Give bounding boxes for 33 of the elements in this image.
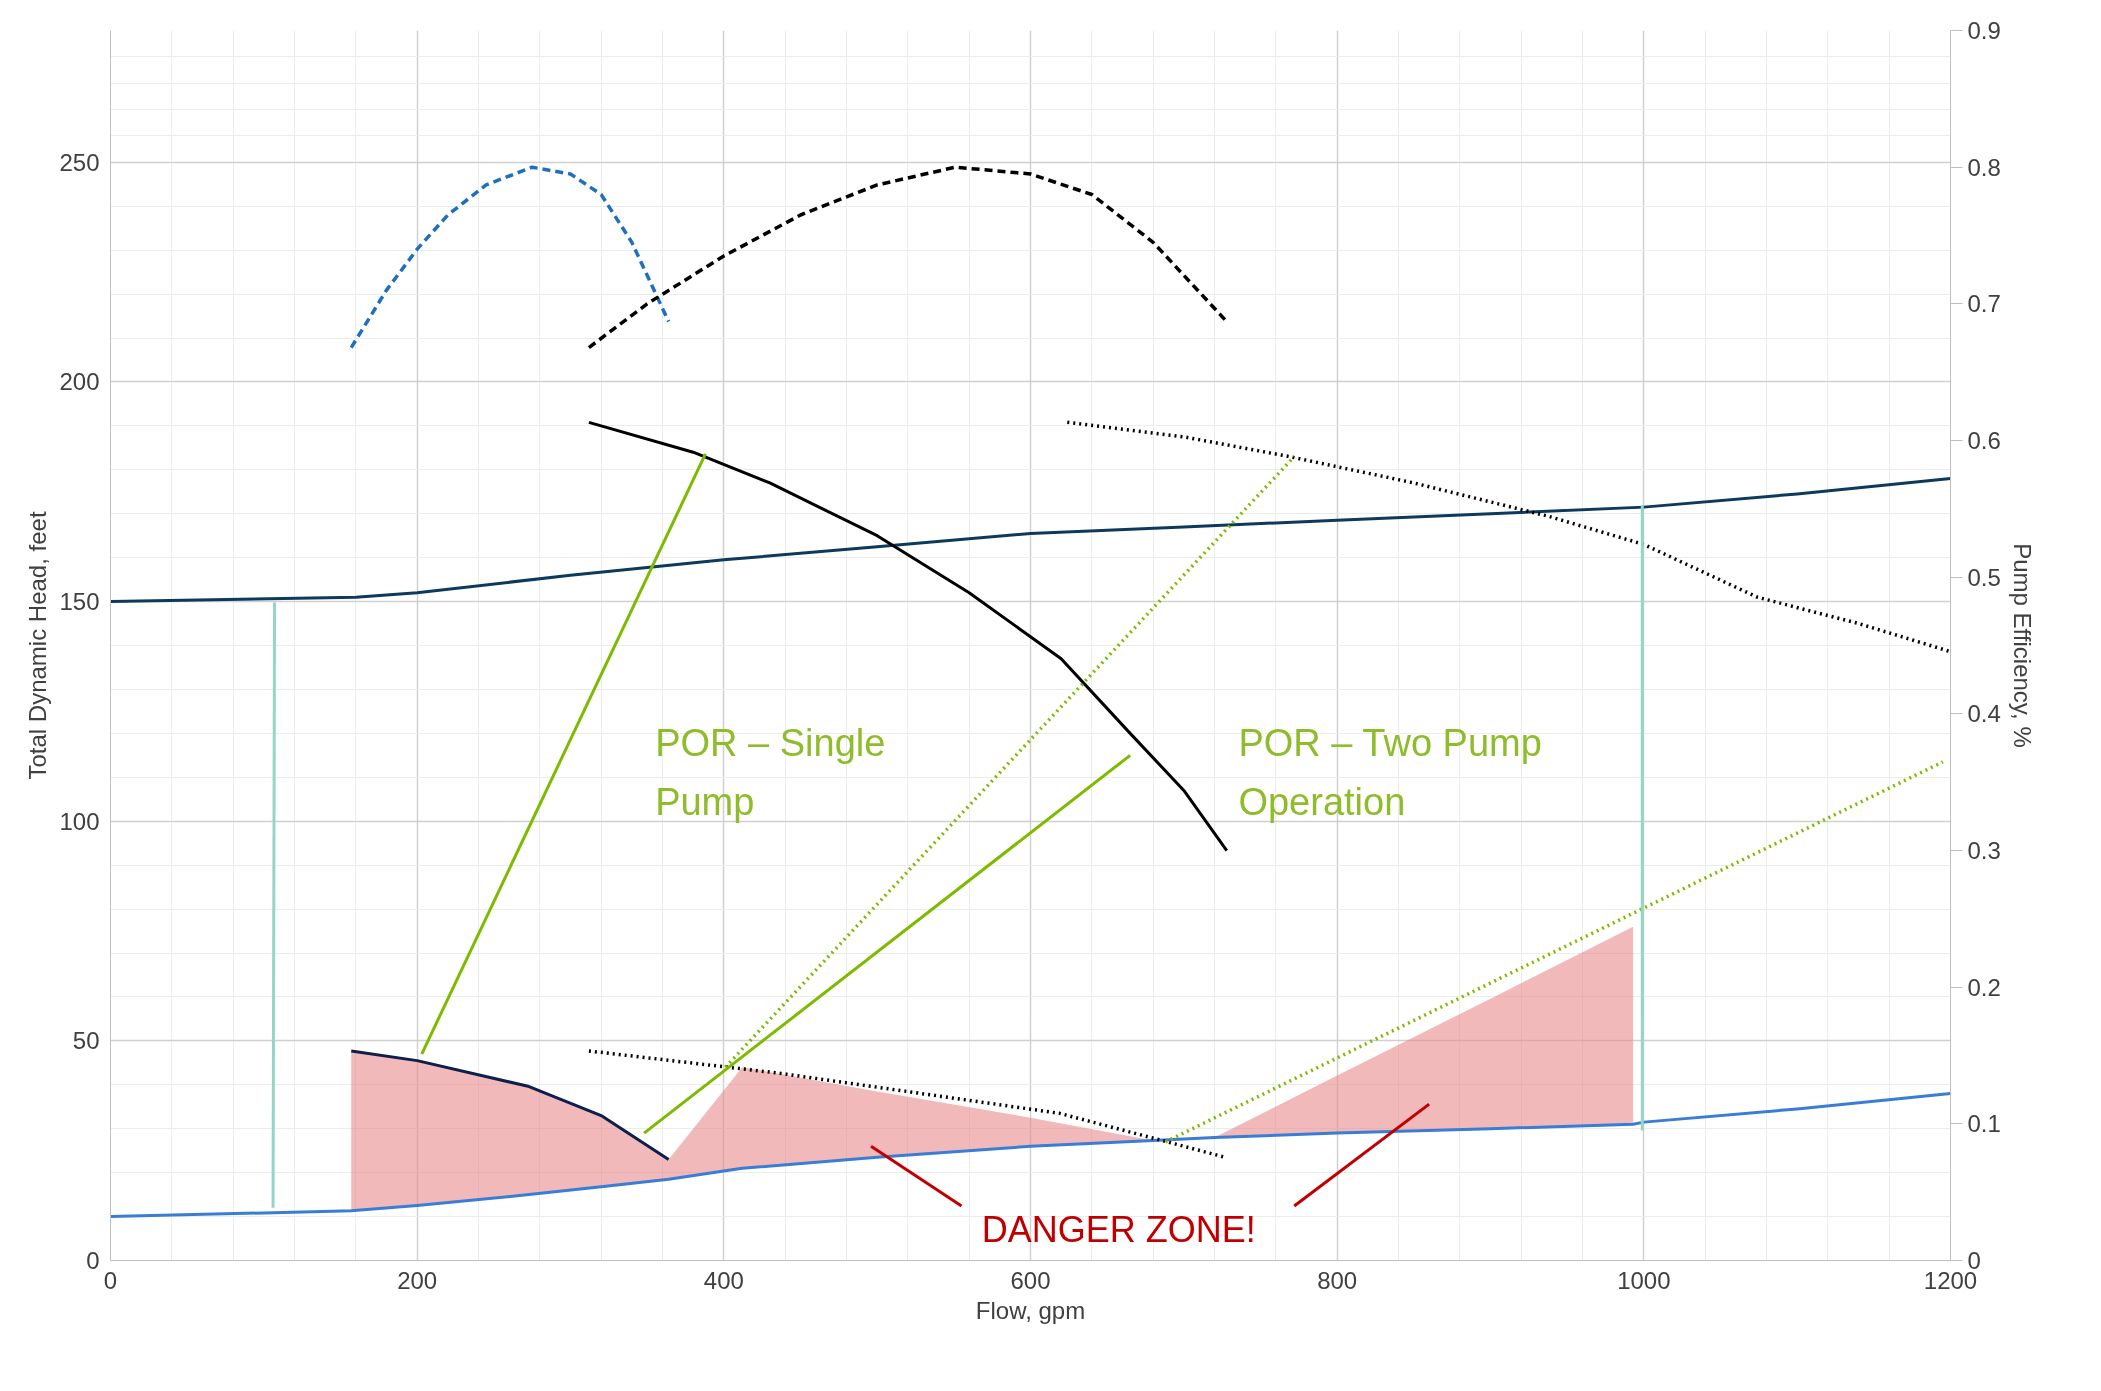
y2-tick-label: 0.8 [1967,153,2001,181]
line-series [587,165,1229,350]
y2-axis-title: Pump Efficiency, % [2008,543,2036,748]
y-tick-label: 100 [59,807,100,835]
y2-tick-label: 0.7 [1967,290,2001,318]
x-tick-label: 0 [103,1266,118,1294]
x-tick-label: 200 [397,1266,438,1294]
line-series [1065,420,1951,654]
annotation: DANGER ZONE! [981,1209,1256,1251]
y2-tick-label: 0.1 [1967,1110,2001,1138]
x-tick-label: 800 [1317,1266,1358,1294]
y-tick-label: 200 [59,368,100,396]
y2-tick-label: 0.5 [1967,563,2001,591]
annotation: POR – Two Pump Operation [1238,721,1542,823]
y-tick-label: 50 [72,1027,100,1055]
x-tick-label: 1000 [1617,1266,1671,1294]
y2-tick-label: 0.2 [1967,973,2001,1001]
line-series [349,165,671,350]
line-series [587,420,1229,853]
y2-tick-label: 0.9 [1967,17,2001,44]
y2-tick-label: 0.4 [1967,700,2001,728]
y-tick-label: 0 [86,1247,100,1274]
y2-tick-label: 0.3 [1967,837,2001,864]
x-tick-label: 400 [703,1266,744,1294]
annotation: POR – Single Pump [655,721,886,823]
y-tick-label: 250 [59,148,100,176]
y-tick-label: 150 [59,588,100,616]
y2-tick-label: 0.6 [1967,427,2001,454]
x-axis-title: Flow, gpm [975,1296,1086,1324]
line-series [349,1049,671,1161]
y-axis-title: Total Dynamic Head, feet [24,511,52,780]
x-tick-label: 600 [1010,1266,1051,1294]
line-series [110,477,1951,604]
